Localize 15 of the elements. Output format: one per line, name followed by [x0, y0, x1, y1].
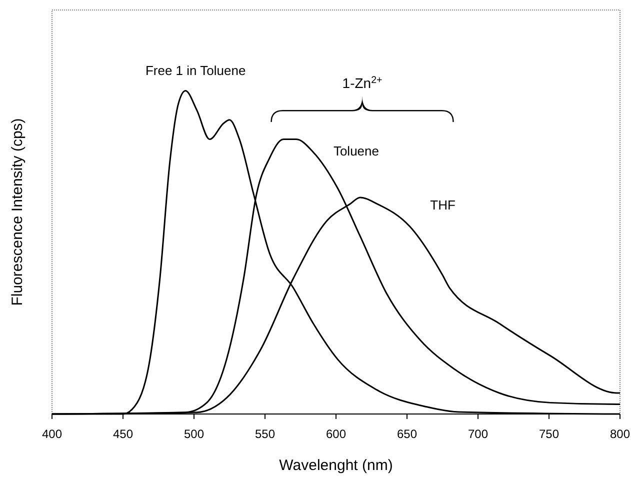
x-tick-label: 750 — [538, 427, 560, 441]
x-tick-label: 400 — [42, 427, 62, 441]
series-label: Toluene — [333, 143, 380, 158]
x-tick-label: 550 — [254, 427, 276, 441]
x-tick-label: 450 — [112, 427, 134, 441]
x-axis-title: Wavelenght (nm) — [279, 457, 393, 474]
x-tick-label: 500 — [184, 427, 204, 441]
y-axis-title: Fluorescence Intensity (cps) — [9, 118, 26, 306]
x-tick-label: 700 — [468, 427, 488, 441]
x-tick-label: 800 — [610, 427, 630, 441]
x-tick-label: 600 — [326, 427, 346, 441]
series-label: Free 1 in Toluene — [145, 62, 246, 78]
annotation: 1-Zn$^{2+}$ — [342, 74, 383, 91]
series-label: THF — [430, 197, 456, 212]
x-tick-label: 650 — [396, 427, 418, 441]
